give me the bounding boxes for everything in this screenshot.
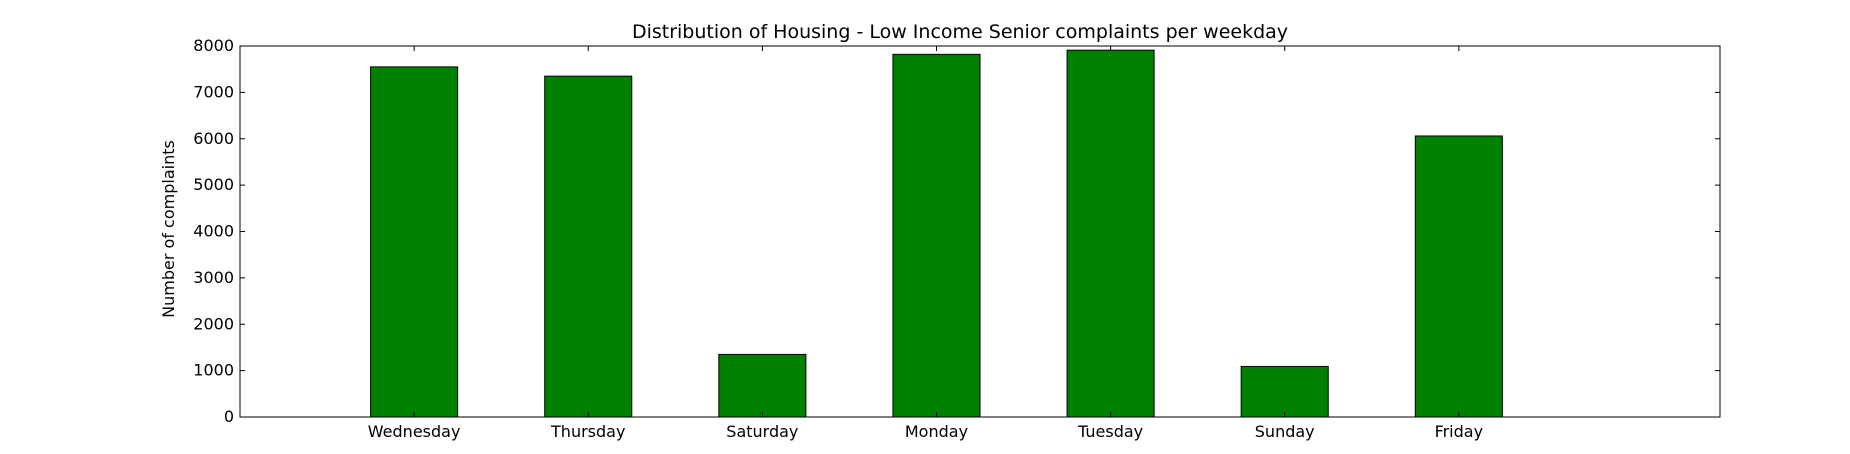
x-tick-label: Saturday bbox=[726, 422, 798, 441]
y-tick-label: 4000 bbox=[193, 222, 234, 241]
bar-friday bbox=[1414, 135, 1503, 418]
x-tick-label: Monday bbox=[905, 422, 968, 441]
plot-area-frame bbox=[239, 45, 1721, 418]
x-tick-label: Tuesday bbox=[1077, 422, 1143, 441]
bar-wednesday bbox=[370, 66, 459, 418]
bars-group bbox=[370, 49, 1503, 418]
y-tick-label: 3000 bbox=[193, 268, 234, 287]
y-tick-label: 8000 bbox=[193, 36, 234, 55]
y-axis-label: Number of complaints bbox=[159, 140, 178, 318]
y-tick-label: 5000 bbox=[193, 175, 234, 194]
bar-sunday bbox=[1240, 365, 1329, 418]
x-tick-label: Thursday bbox=[550, 422, 625, 441]
bar-saturday bbox=[718, 353, 807, 418]
bar-tuesday bbox=[1066, 49, 1155, 418]
x-tick-label: Wednesday bbox=[368, 422, 461, 441]
x-tick-label: Friday bbox=[1435, 422, 1484, 441]
y-tick-label: 6000 bbox=[193, 129, 234, 148]
bar-monday bbox=[892, 53, 981, 418]
ticks-group: Wednesday Thursday Saturday Monday Tuesday Su… bbox=[193, 36, 1720, 441]
bar-thursday bbox=[544, 75, 633, 418]
chart-title: Distribution of Housing - Low Income Sen… bbox=[632, 21, 1288, 43]
y-tick-label: 2000 bbox=[193, 314, 234, 333]
x-tick-label: Sunday bbox=[1255, 422, 1315, 441]
y-tick-label: 0 bbox=[224, 407, 234, 426]
y-tick-label: 1000 bbox=[193, 361, 234, 380]
y-tick-label: 7000 bbox=[193, 82, 234, 101]
